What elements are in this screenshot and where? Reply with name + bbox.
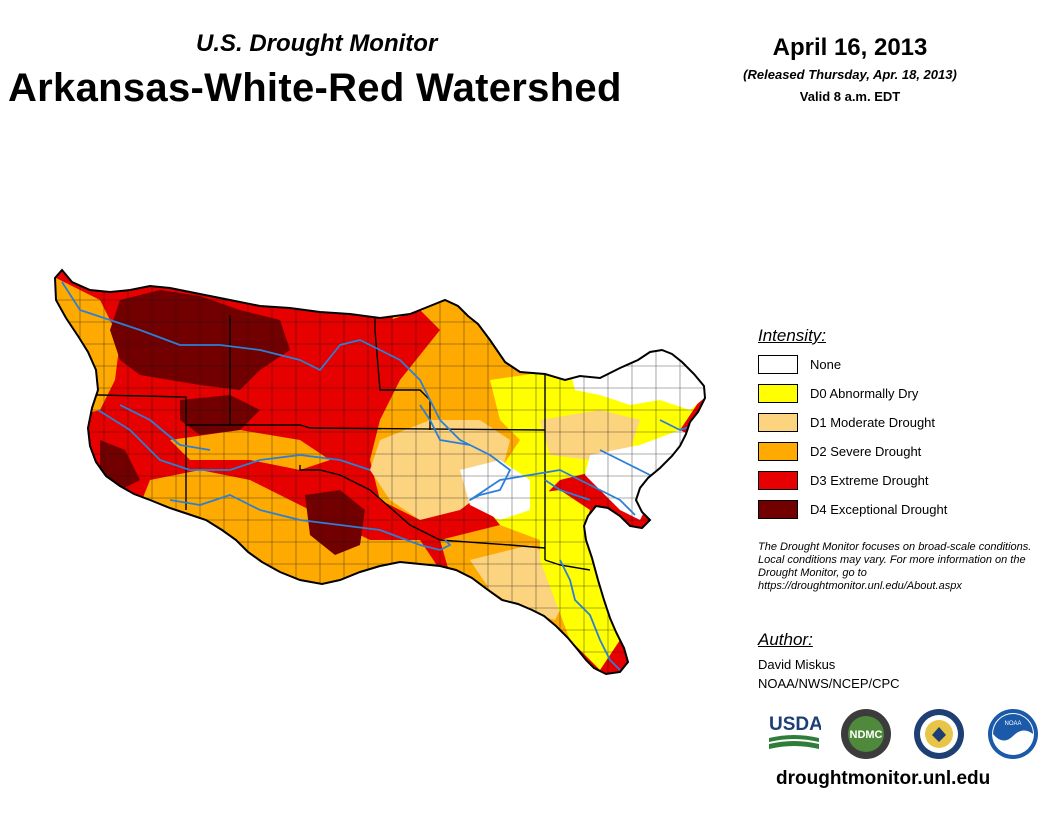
legend-item-d0: D0 Abnormally Dry — [758, 384, 947, 413]
usda-logo-icon: USDA — [769, 714, 821, 749]
legend-label: D2 Severe Drought — [810, 444, 922, 459]
legend-item-d3: D3 Extreme Drought — [758, 471, 947, 500]
legend-title: Intensity: — [758, 326, 827, 345]
legend: None D0 Abnormally Dry D1 Moderate Droug… — [758, 355, 947, 529]
release-date: (Released Thursday, Apr. 18, 2013) — [743, 67, 957, 82]
ndmc-logo-icon: NDMC — [841, 709, 891, 759]
legend-item-d1: D1 Moderate Drought — [758, 413, 947, 442]
legend-swatch — [758, 442, 798, 461]
map-subtitle: U.S. Drought Monitor — [196, 30, 438, 57]
noaa-logo-icon: NOAA — [988, 709, 1038, 759]
disclaimer-note: The Drought Monitor focuses on broad-sca… — [758, 541, 1032, 592]
author-heading: Author: — [758, 630, 813, 649]
map-title: Arkansas-White-Red Watershed — [8, 66, 622, 110]
legend-item-none: None — [758, 355, 947, 384]
legend-swatch — [758, 384, 798, 403]
legend-label: D3 Extreme Drought — [810, 473, 929, 488]
legend-label: D4 Exceptional Drought — [810, 502, 948, 517]
legend-swatch — [758, 471, 798, 490]
legend-swatch — [758, 500, 798, 519]
legend-label: D1 Moderate Drought — [810, 415, 936, 430]
website-link[interactable]: droughtmonitor.unl.edu — [776, 768, 991, 789]
map-date: April 16, 2013 — [772, 34, 928, 61]
author-organization: NOAA/NWS/NCEP/CPC — [758, 676, 900, 691]
author-name: David Miskus — [758, 657, 836, 672]
noaa-logo-text: NOAA — [1004, 721, 1021, 727]
ndmc-logo-text: NDMC — [850, 729, 883, 741]
legend-swatch — [758, 355, 798, 374]
legend-item-d2: D2 Severe Drought — [758, 442, 947, 471]
commerce-seal-icon — [914, 709, 964, 759]
legend-swatch — [758, 413, 798, 432]
legend-item-d4: D4 Exceptional Drought — [758, 500, 947, 529]
legend-label: None — [810, 357, 842, 372]
usda-logo-text: USDA — [769, 714, 821, 735]
valid-time: Valid 8 a.m. EDT — [799, 89, 901, 104]
legend-label: D0 Abnormally Dry — [810, 386, 919, 401]
